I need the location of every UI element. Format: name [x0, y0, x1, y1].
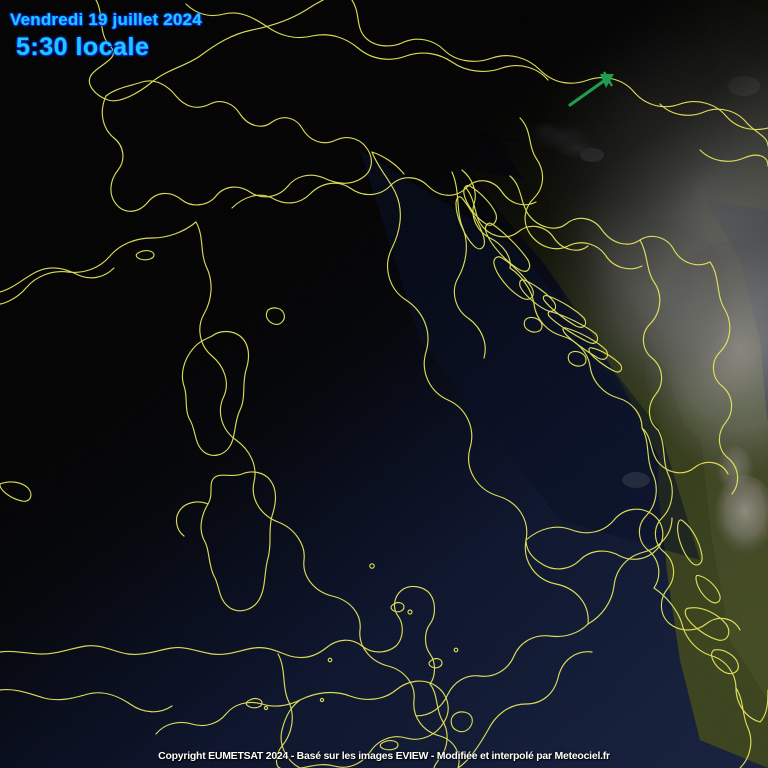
coast-albania	[638, 427, 660, 589]
island-cres	[455, 196, 485, 250]
border-tunisia-algeria	[275, 653, 293, 768]
coast-gargano	[525, 508, 664, 570]
island-eolie	[428, 658, 443, 669]
coast-dalmatia-outer	[451, 171, 486, 359]
border-bosnia-serbia	[639, 239, 663, 431]
island-malta	[450, 711, 473, 733]
island-pantelleria	[245, 698, 263, 709]
island-sanremo-bits	[135, 250, 155, 261]
island-krk	[463, 184, 497, 226]
coast-tunisia	[0, 639, 397, 659]
coast-greece-west	[735, 687, 752, 768]
island-linosa	[319, 697, 325, 703]
green-arrow-marker	[568, 71, 614, 107]
coast-italy-west	[195, 221, 460, 768]
border-albania-greece	[669, 617, 741, 631]
coast-italy-heel	[587, 517, 673, 625]
island-stromboli	[453, 647, 459, 653]
border-switzerland	[101, 80, 372, 212]
island-mljet	[588, 347, 623, 373]
coast-tunisia-cap-bon	[393, 585, 436, 685]
island-hvar	[547, 311, 599, 344]
coast-sardinia-west-bulge	[175, 501, 209, 537]
coast-sicily	[280, 680, 449, 768]
border-bosnia	[509, 175, 711, 266]
border-albania	[654, 429, 675, 625]
island-brac	[542, 295, 587, 328]
island-kornati	[519, 279, 557, 312]
border-north-upper	[185, 3, 549, 81]
coast-algeria-inland	[0, 689, 173, 713]
island-ischia	[390, 602, 405, 613]
copyright-notice: Copyright EUMETSAT 2024 - Basé sur les i…	[158, 750, 610, 762]
island-ustica	[327, 657, 333, 663]
island-lastovo	[567, 350, 587, 367]
coast-corsica	[181, 330, 250, 456]
island-elba	[265, 307, 285, 325]
island-ponza	[369, 563, 375, 569]
island-korcula	[562, 327, 609, 360]
coast-venice	[371, 151, 405, 175]
island-lampedusa	[379, 740, 399, 751]
coast-sicily-west	[155, 699, 301, 735]
island-lefkada	[695, 574, 721, 604]
border-romania-serbia	[699, 149, 768, 167]
coast-italy-east	[371, 151, 589, 625]
island-dugi	[493, 256, 534, 300]
island-favignana	[263, 705, 269, 711]
coast-tunisia-east	[429, 683, 448, 768]
timestamp-date-label: Vendredi 19 juillet 2024	[10, 10, 202, 29]
border-austria-italy	[231, 177, 537, 209]
island-capri	[407, 609, 413, 615]
border-montenegro	[641, 427, 729, 475]
border-at-hu-sk	[351, 0, 768, 131]
coast-france-riviera	[0, 221, 197, 305]
border-croatia-hungary	[519, 117, 643, 270]
coast-france-west	[0, 267, 115, 293]
island-zakynthos	[711, 649, 739, 675]
border-hungary-romania	[659, 103, 768, 147]
coast-croatia-istria	[461, 169, 511, 269]
border-serbia-east	[709, 261, 739, 495]
island-kefalonia	[684, 607, 730, 641]
coast-italy-toe	[457, 651, 593, 768]
island-corfu	[677, 519, 703, 566]
coast-spain-balearic	[0, 481, 32, 502]
border-north-alpine	[88, 0, 325, 102]
coast-sardinia	[200, 471, 277, 612]
island-pag	[484, 222, 531, 272]
timestamp-time-label: 5:30 locale	[16, 33, 150, 61]
island-vis	[523, 316, 543, 333]
